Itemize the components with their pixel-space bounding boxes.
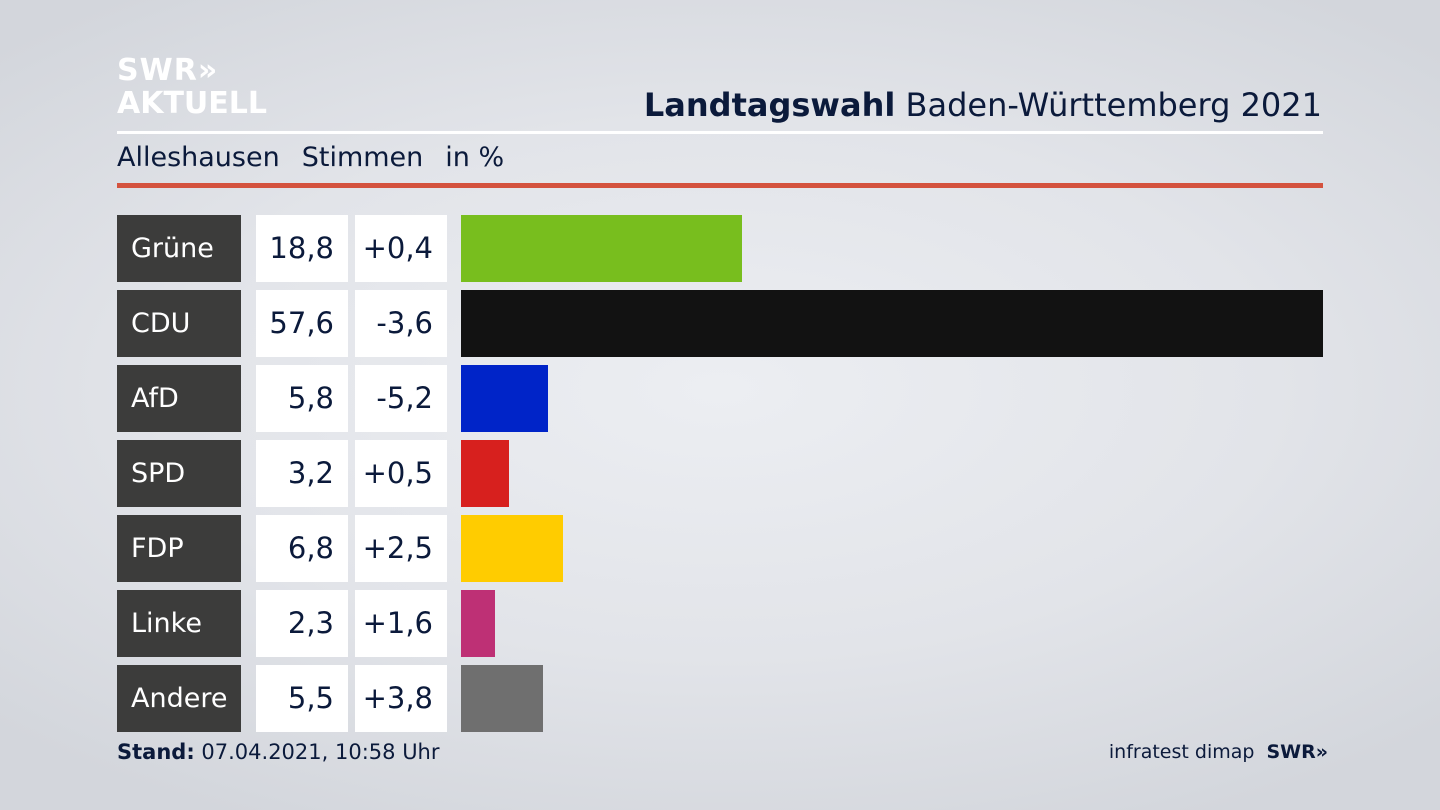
result-row: Grüne 18,8 +0,4 — [117, 215, 1323, 282]
subheader-unit: in % — [445, 142, 505, 173]
result-bar — [461, 665, 543, 732]
result-row: AfD 5,8 -5,2 — [117, 365, 1323, 432]
diff-value: +0,5 — [355, 440, 447, 507]
source-credit: infratest dimap SWR» — [1108, 741, 1329, 763]
party-label: Linke — [117, 590, 241, 657]
result-row: SPD 3,2 +0,5 — [117, 440, 1323, 507]
result-bar — [461, 290, 1323, 357]
diff-value: +1,6 — [355, 590, 447, 657]
logo-chevrons-icon: » — [197, 53, 218, 88]
title-bold: Landtagswahl — [643, 86, 896, 124]
party-label: Grüne — [117, 215, 241, 282]
header-divider — [117, 131, 1323, 134]
subheader-place: Alleshausen — [117, 142, 280, 173]
accent-divider — [117, 183, 1323, 188]
logo-aktuell: AKTUELL — [117, 86, 268, 121]
result-bar — [461, 515, 563, 582]
result-row: Linke 2,3 +1,6 — [117, 590, 1323, 657]
result-row: CDU 57,6 -3,6 — [117, 290, 1323, 357]
diff-value: -5,2 — [355, 365, 447, 432]
party-label: Andere — [117, 665, 241, 732]
party-label: CDU — [117, 290, 241, 357]
footer-chevrons-icon: » — [1315, 741, 1329, 763]
percent-value: 57,6 — [256, 290, 348, 357]
percent-value: 6,8 — [256, 515, 348, 582]
subheader-measure: Stimmen — [301, 142, 424, 173]
title-rest: Baden-Württemberg 2021 — [905, 86, 1323, 124]
footer-brand: SWR — [1266, 741, 1316, 763]
diff-value: +0,4 — [355, 215, 447, 282]
result-bar — [461, 590, 495, 657]
timestamp: Stand: 07.04.2021, 10:58 Uhr — [117, 740, 440, 764]
subheader: Alleshausen Stimmen in % — [117, 142, 504, 173]
swr-aktuell-logo: SWR» AKTUELL — [117, 56, 267, 119]
result-bar — [461, 365, 548, 432]
percent-value: 2,3 — [256, 590, 348, 657]
diff-value: -3,6 — [355, 290, 447, 357]
percent-value: 5,8 — [256, 365, 348, 432]
result-row: FDP 6,8 +2,5 — [117, 515, 1323, 582]
party-label: SPD — [117, 440, 241, 507]
footer-swr-logo: SWR» — [1266, 741, 1329, 763]
diff-value: +3,8 — [355, 665, 447, 732]
source-label: infratest dimap — [1108, 741, 1255, 763]
diff-value: +2,5 — [355, 515, 447, 582]
percent-value: 5,5 — [256, 665, 348, 732]
percent-value: 18,8 — [256, 215, 348, 282]
stand-label: Stand: — [117, 740, 195, 764]
party-label: FDP — [117, 515, 241, 582]
stand-value: 07.04.2021, 10:58 Uhr — [201, 740, 440, 764]
logo-swr: SWR — [117, 53, 198, 88]
result-bar — [461, 440, 509, 507]
page-title: Landtagswahl Baden-Württemberg 2021 — [644, 86, 1322, 124]
percent-value: 3,2 — [256, 440, 348, 507]
party-label: AfD — [117, 365, 241, 432]
result-bar — [461, 215, 742, 282]
result-row: Andere 5,5 +3,8 — [117, 665, 1323, 732]
